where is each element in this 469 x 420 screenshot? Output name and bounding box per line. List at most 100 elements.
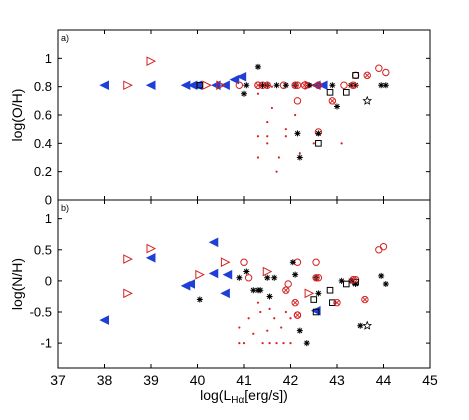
data-point-asterisk [296,327,303,334]
series-dot [256,85,343,173]
data-point-dot [266,120,269,124]
data-point-triangle-filled [208,268,219,279]
data-point-asterisk [382,82,389,89]
y-tick-label: 0.2 [34,164,52,179]
data-point-asterisk [241,90,247,97]
data-point-asterisk [236,274,243,281]
data-point-triangle-filled [145,80,156,91]
x-tick-label: 40 [190,372,206,388]
data-point-dot [284,128,287,131]
data-point-triangle-open [123,80,133,91]
marker-cross [255,82,261,88]
marker-cross [294,312,300,318]
data-point-asterisk [352,82,359,89]
data-point-triangle-filled [317,80,328,91]
marker-cross [264,82,270,88]
y-tick-label: 1 [45,51,52,66]
marker-cross [350,277,356,283]
data-point-asterisk [334,103,340,110]
data-point-asterisk [259,82,266,89]
data-point-dot [275,342,278,345]
series-star [362,95,373,105]
marker-circle [254,81,262,89]
data-point-asterisk [357,322,364,329]
marker-cross [364,72,370,78]
y-axis-label: log(N/H) [9,258,25,310]
data-point-circle-x [293,311,302,319]
data-point-asterisk [315,130,322,137]
data-point-square-open [352,72,359,79]
marker-circle [349,275,357,284]
y-tick-label: -0.5 [30,305,52,320]
data-point-square-open [315,140,322,147]
marker-cross [313,275,319,281]
series-star [362,320,373,330]
data-point-square-open [352,278,359,286]
data-point-dot [242,342,246,345]
data-point-asterisk [352,281,359,287]
y-tick-label: -1 [40,336,52,351]
y-axis-label: log(O/H) [9,89,25,142]
y-tick-label: 0.8 [34,79,52,94]
data-point-circle-open [235,81,244,89]
data-point-dot [277,156,280,159]
data-point-dot [268,307,271,310]
marker-circle [333,298,341,307]
panel-label: b) [61,203,69,213]
data-point-triangle-open [262,266,273,277]
data-point-triangle-open [220,257,231,268]
data-point-asterisk [289,259,296,266]
marker-cross [329,98,335,104]
marker-circle [291,298,299,307]
data-point-triangle-filled [185,279,196,289]
data-point-dot [289,317,292,320]
data-point-triangle-open [202,80,212,91]
data-point-dot [238,326,241,329]
data-point-triangle-filled [229,74,240,85]
x-axis-label-main: log(L [200,387,231,403]
data-point-circle-x [282,286,290,294]
marker-cross [334,300,340,306]
panel-label: a) [61,33,69,43]
data-point-asterisk [266,293,273,300]
data-point-dot [282,342,285,345]
marker-circle [300,81,309,89]
data-point-circle-x [333,298,341,307]
series-triangle-left-filled [99,237,321,325]
x-tick-label: 42 [283,372,299,388]
data-point-triangle-filled [99,80,109,91]
data-point-circle-x [328,97,337,105]
data-point-dot [270,106,273,110]
panel-a: 0 0.2 0.4 0.6 0.8 1 a) log(O/H) [9,29,431,208]
data-point-dot [284,135,287,138]
data-point-asterisk [378,272,385,279]
data-point-square-open [196,81,204,89]
series-square-open [196,72,359,147]
marker-cross [301,82,307,88]
x-tick-label: 44 [376,372,392,388]
data-point-triangle-open [146,56,157,66]
marker-circle [349,81,357,89]
data-point-asterisk [296,154,303,161]
series-circle-open [235,64,390,136]
data-point-circle-x [300,81,309,89]
series-square-open [310,278,359,316]
data-point-dot [298,152,301,155]
data-point-circle-open [244,274,253,282]
marker-cross [292,82,298,88]
data-point-square-open [326,286,334,294]
data-point-asterisk [347,277,354,284]
panel-b: 37 38 39 40 41 42 43 44 45 -1 -0.5 0 0.5 1 b) log(N/H) l… [9,199,438,406]
data-point-star [362,95,373,105]
marker-circle [293,311,302,319]
data-point-circle-open [351,71,360,80]
marker-circle [263,81,271,89]
data-point-dot [312,142,315,145]
data-point-circle-x [254,81,262,89]
data-point-square-open [326,89,334,96]
data-point-circle-x [349,81,357,89]
x-tick-label: 38 [97,372,113,388]
y-tick-label: 0 [45,273,52,288]
data-point-circle-open [375,64,383,72]
